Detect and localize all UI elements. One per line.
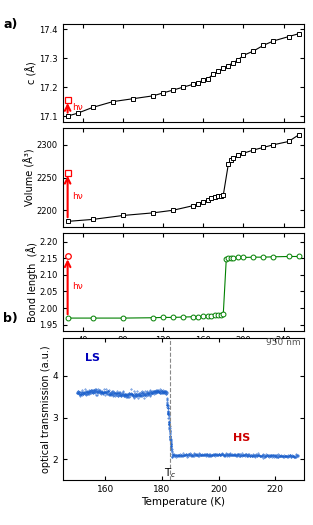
Text: hν: hν — [72, 282, 82, 291]
Text: HS: HS — [233, 433, 250, 443]
Y-axis label: c (Å): c (Å) — [26, 61, 38, 84]
Text: hν: hν — [72, 103, 82, 112]
Y-axis label: optical transmission (a.u.): optical transmission (a.u.) — [41, 345, 51, 473]
Text: 950 nm: 950 nm — [266, 339, 301, 348]
Text: LS: LS — [85, 353, 100, 363]
X-axis label: Temperature (K): Temperature (K) — [141, 497, 225, 507]
Text: T$_c$: T$_c$ — [164, 466, 177, 479]
Y-axis label: Bond length  (Å): Bond length (Å) — [26, 243, 38, 322]
Text: a): a) — [3, 18, 18, 31]
Text: hν: hν — [72, 192, 82, 201]
Text: b): b) — [3, 312, 18, 326]
Y-axis label: Volume (Å³): Volume (Å³) — [24, 149, 35, 206]
